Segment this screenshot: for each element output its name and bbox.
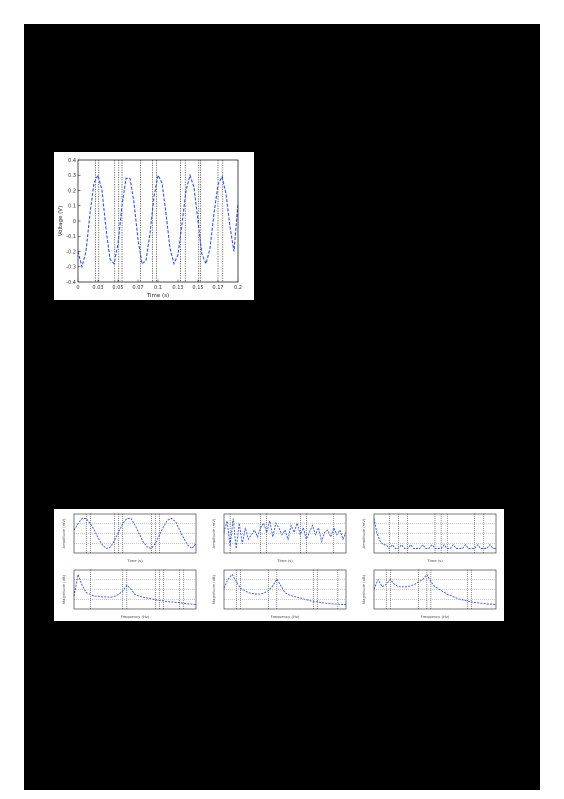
plot-frame	[373, 513, 497, 554]
plot-frame	[223, 513, 347, 554]
plot-frame	[373, 569, 497, 610]
x-tick-label: 0.05	[112, 285, 123, 291]
y-axis-label: Magnitude (dB)	[61, 574, 66, 604]
y-tick-label: -0.4	[66, 280, 76, 286]
y-tick-label: -0.1	[66, 234, 76, 240]
y-tick-label: -0.2	[66, 249, 76, 255]
x-tick-label: 0.1	[154, 285, 162, 291]
y-axis-label: Amplitude (mV)	[361, 518, 366, 548]
panel-1: Time (s) Amplitude (mV)	[61, 513, 197, 563]
x-axis-label: Time (s)	[276, 558, 293, 563]
x-axis-label: Time (s)	[146, 293, 169, 299]
x-tick-label: 0.03	[92, 285, 103, 291]
x-axis-label: Frequency (Hz)	[271, 614, 300, 619]
y-tick-label: 0.3	[68, 173, 76, 179]
x-axis-label: Frequency (Hz)	[421, 614, 450, 619]
series-line	[73, 517, 197, 550]
figure-1-voltage-plot: 0 0.03 0.05 0.07 0.1 0.13 0.15 0.17 0.2 -0.4 -0.3…	[54, 152, 254, 300]
x-tick-label: 0.13	[172, 285, 183, 291]
y-axis-label: Amplitude (mV)	[61, 518, 66, 548]
y-tick-label: 0.1	[68, 204, 76, 210]
series-line	[373, 518, 496, 550]
x-tick-label: 0.07	[132, 285, 143, 291]
plot-frame	[223, 569, 347, 610]
panel-6: Frequency (Hz) Magnitude (dB)	[361, 569, 497, 619]
page-background: 0 0.03 0.05 0.07 0.1 0.13 0.15 0.17 0.2 -0.4 -0.3…	[24, 24, 540, 790]
y-axis-label: Amplitude (mV)	[211, 518, 216, 548]
y-axis-label: Magnitude (dB)	[211, 574, 216, 604]
x-axis-label: Time (s)	[126, 558, 143, 563]
series-line	[373, 573, 497, 605]
x-axis-label: Time (s)	[426, 558, 443, 563]
figure-2-panel-grid: Time (s) Amplitude (mV) Time (s) Amplitude …	[54, 509, 504, 621]
y-axis-label: Voltage (V)	[58, 206, 64, 236]
y-tick-label: 0.2	[68, 188, 76, 194]
voltage-chart: 0 0.03 0.05 0.07 0.1 0.13 0.15 0.17 0.2 -0.4 -0.3…	[58, 158, 242, 299]
plot-frame	[73, 569, 197, 610]
series-line	[73, 572, 197, 605]
y-tick-label: -0.3	[66, 265, 76, 271]
x-tick-label: 0.17	[212, 285, 223, 291]
plot-frame	[77, 159, 239, 283]
x-tick-label: 0.15	[192, 285, 203, 291]
x-tick-label: 0	[76, 285, 79, 291]
panel-5: Frequency (Hz) Magnitude (dB)	[211, 569, 347, 619]
panel-grid-chart: Time (s) Amplitude (mV) Time (s) Amplitude …	[61, 513, 497, 619]
y-tick-label: 0.4	[68, 158, 76, 164]
series-line	[223, 573, 346, 605]
panel-4: Frequency (Hz) Magnitude (dB)	[61, 569, 197, 619]
y-tick-label: 0	[73, 219, 76, 225]
series-line	[77, 173, 239, 269]
x-axis-label: Frequency (Hz)	[121, 614, 150, 619]
y-axis-label: Magnitude (dB)	[361, 574, 366, 604]
plot-frame	[73, 513, 197, 554]
panel-3: Time (s) Amplitude (mV)	[361, 513, 497, 563]
x-tick-label: 0.2	[234, 285, 242, 291]
panel-2: Time (s) Amplitude (mV)	[211, 513, 347, 563]
